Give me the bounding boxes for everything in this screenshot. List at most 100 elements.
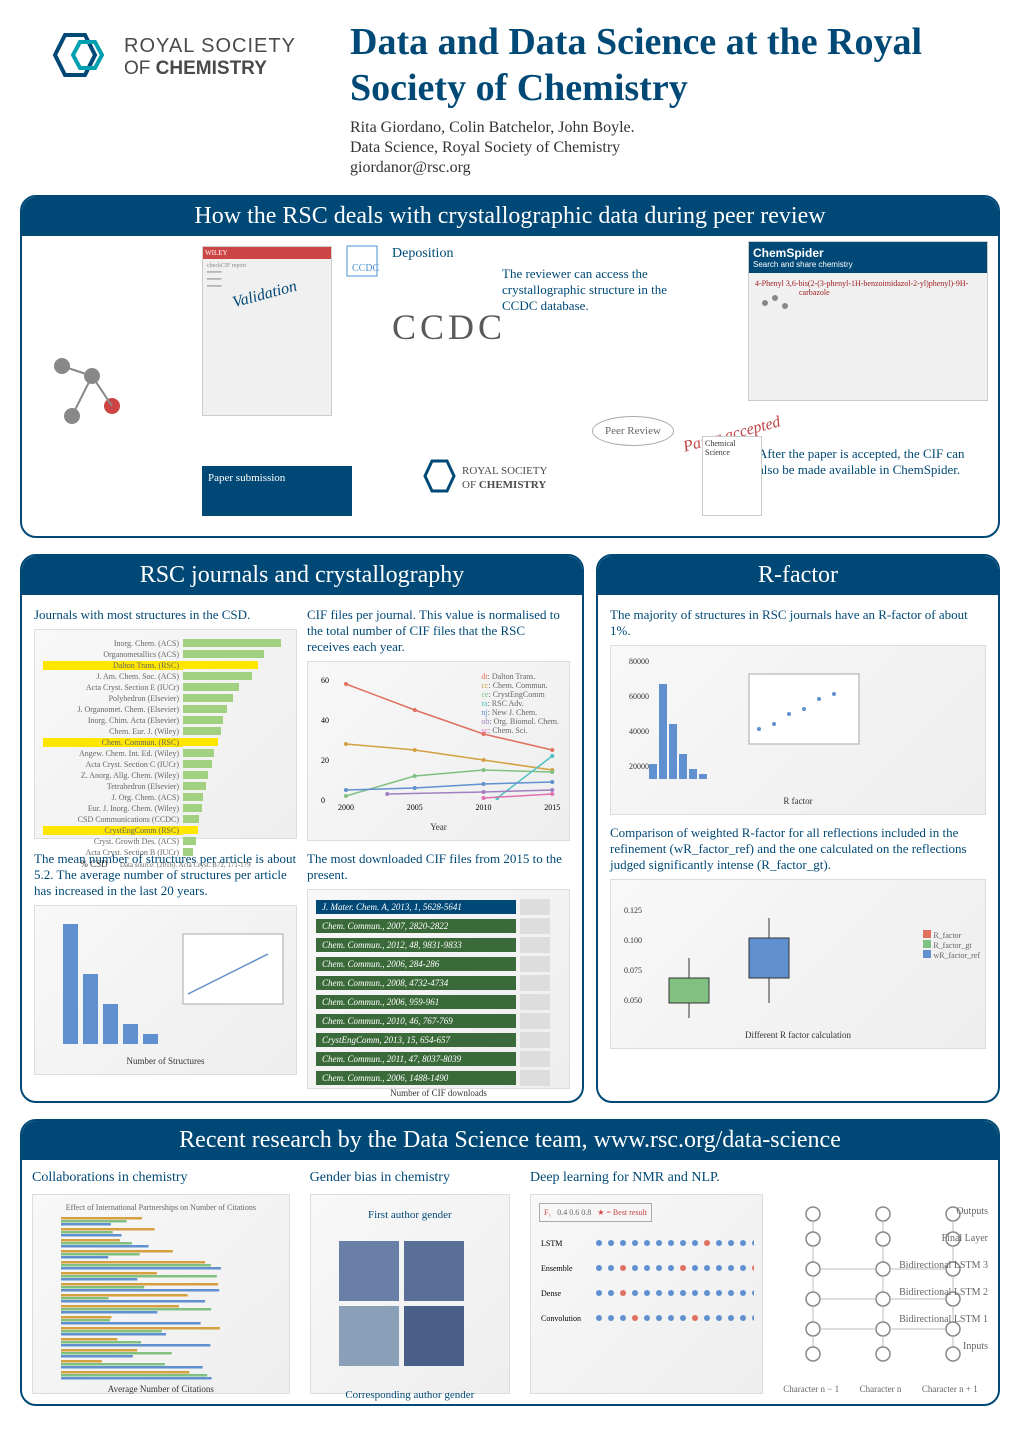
journal-bar-row: Acta Cryst. Section C (IUCr) xyxy=(43,759,288,769)
svg-text:2010: 2010 xyxy=(476,803,492,812)
svg-text:OF CHEMISTRY: OF CHEMISTRY xyxy=(462,479,546,491)
reviewer-caption: The reviewer can access the crystallogra… xyxy=(502,266,682,314)
svg-text:0.100: 0.100 xyxy=(624,936,642,945)
cif-lines-block: CIF files per journal. This value is nor… xyxy=(307,607,570,841)
download-row: Chem. Commun., 2006, 1488-1490 xyxy=(316,1069,561,1087)
ccdc-logo: CCDC xyxy=(392,306,506,348)
rfactor-histogram: 80000 60000 40000 20000 R factor xyxy=(610,645,986,815)
journal-bar-row: Angew. Chem. Int. Ed. (Wiley) xyxy=(43,748,288,758)
middle-row: RSC journals and crystallography Journal… xyxy=(20,546,1000,1111)
cif-line-chart: 20002005201020150204060 dt: Dalton Trans… xyxy=(307,661,570,841)
peer-review-bubble: Peer Review xyxy=(592,416,674,446)
journal-bar-row: Tetrahedron (Elsevier) xyxy=(43,781,288,791)
workflow-section: How the RSC deals with crystallographic … xyxy=(20,195,1000,538)
download-row: Chem. Commun., 2006, 284-286 xyxy=(316,955,561,973)
gender-chart: First author gender Corresponding author… xyxy=(310,1194,510,1394)
chemspider-compound: 4-Phenyl 3,6-bis(2-(3-phenyl-1H-benzoimi… xyxy=(749,273,987,303)
collab-block: Collaborations in chemistry Effect of In… xyxy=(32,1170,290,1394)
after-accept-caption: After the paper is accepted, the CIF can… xyxy=(758,446,988,478)
chemspider-screenshot: ChemSpider Search and share chemistry 4-… xyxy=(748,241,988,401)
journal-bar-row: CSD Communications (CCDC) xyxy=(43,814,288,824)
hexagon-icon xyxy=(50,30,110,85)
svg-text:80000: 80000 xyxy=(629,657,649,666)
download-row: Chem. Commun., 2011, 47, 8037-8039 xyxy=(316,1050,561,1068)
journal-bar-row: Inorg. Chim. Acta (Elsevier) xyxy=(43,715,288,725)
research-header: Recent research by the Data Science team… xyxy=(22,1121,998,1160)
collab-title: Collaborations in chemistry xyxy=(32,1170,290,1186)
journal-bars-chart: Inorg. Chem. (ACS)Organometallics (ACS)D… xyxy=(34,629,297,839)
manuscript-screenshot: WILEY checkCIF report━━━━━━━━━━━━ xyxy=(202,246,332,416)
collab-chart: Effect of International Partnerships on … xyxy=(32,1194,290,1394)
deposition-label: Deposition xyxy=(392,246,453,262)
svg-text:2005: 2005 xyxy=(407,803,423,812)
struct-count-block: The mean number of structures per articl… xyxy=(34,851,297,1089)
nn-diagram: OutputsFinal LayerBidirectional LSTM 3Bi… xyxy=(773,1194,988,1394)
svg-text:CCDC: CCDC xyxy=(352,263,380,274)
journal-bar-row: Inorg. Chem. (ACS) xyxy=(43,638,288,648)
svg-text:2000: 2000 xyxy=(338,803,354,812)
poster-header: ROYAL SOCIETY OF CHEMISTRY Data and Data… xyxy=(0,0,1020,187)
journals-section: RSC journals and crystallography Journal… xyxy=(20,554,584,1103)
journal-bar-row: J. Organomet. Chem. (Elsevier) xyxy=(43,704,288,714)
rsc-logo: ROYAL SOCIETY OF CHEMISTRY xyxy=(50,20,320,85)
svg-text:40: 40 xyxy=(321,716,329,725)
svg-text:ROYAL SOCIETY: ROYAL SOCIETY xyxy=(462,465,548,477)
rsc-logo-center: ROYAL SOCIETY OF CHEMISTRY xyxy=(422,456,582,511)
rfactor-section: R-factor The majority of structures in R… xyxy=(596,554,1000,1103)
cif-caption: CIF files per journal. This value is nor… xyxy=(307,607,570,655)
svg-text:2015: 2015 xyxy=(544,803,560,812)
rfactor-box-caption: Comparison of weighted R-factor for all … xyxy=(610,825,986,873)
svg-text:20: 20 xyxy=(321,756,329,765)
gender-title: Gender bias in chemistry xyxy=(310,1170,510,1186)
svg-text:Dense: Dense xyxy=(541,1289,561,1298)
download-row: Chem. Commun., 2010, 46, 767-769 xyxy=(316,1012,561,1030)
journal-bar-row: CrystEngComm (RSC) xyxy=(43,825,288,835)
journal-cover: Chemical Science xyxy=(702,436,762,516)
gender-block: Gender bias in chemistry First author ge… xyxy=(310,1170,510,1394)
downloads-caption: The most downloaded CIF files from 2015 … xyxy=(307,851,570,883)
svg-text:0.075: 0.075 xyxy=(624,966,642,975)
journal-bar-row: J. Am. Chem. Soc. (ACS) xyxy=(43,671,288,681)
workflow-header: How the RSC deals with crystallographic … xyxy=(22,197,998,236)
svg-text:Ensemble: Ensemble xyxy=(541,1264,573,1273)
molecule-icon xyxy=(32,336,152,461)
svg-text:20000: 20000 xyxy=(629,762,649,771)
journal-bar-row: Eur. J. Inorg. Chem. (Wiley) xyxy=(43,803,288,813)
poster-title: Data and Data Science at the Royal Socie… xyxy=(350,20,990,111)
download-row: J. Mater. Chem. A, 2013, 1, 5628-5641 xyxy=(316,898,561,916)
journal-bar-row: Organometallics (ACS) xyxy=(43,649,288,659)
title-block: Data and Data Science at the Royal Socie… xyxy=(320,20,990,177)
journal-bar-row: J. Org. Chem. (ACS) xyxy=(43,792,288,802)
nmr-title: Deep learning for NMR and NLP. xyxy=(530,1170,988,1186)
journal-bar-row: Chem. Commun. (RSC) xyxy=(43,737,288,747)
journal-bar-row: Cryst. Growth Des. (ACS) xyxy=(43,836,288,846)
nmr-dotplot: F₁ 0.4 0.6 0.8 ★ = Best result LSTMEnsem… xyxy=(530,1194,763,1394)
journal-bar-row: Z. Anorg. Allg. Chem. (Wiley) xyxy=(43,770,288,780)
affiliation: Data Science, Royal Society of Chemistry xyxy=(350,139,990,157)
svg-text:LSTM: LSTM xyxy=(541,1239,562,1248)
download-row: CrystEngComm, 2013, 15, 654-657 xyxy=(316,1031,561,1049)
journal-bar-row: Acta Cryst. Section E (IUCr) xyxy=(43,682,288,692)
nmr-block: Deep learning for NMR and NLP. F₁ 0.4 0.… xyxy=(530,1170,988,1394)
logo-line1: ROYAL SOCIETY xyxy=(124,35,296,58)
rfactor-hist-caption: The majority of structures in RSC journa… xyxy=(610,607,986,639)
download-row: Chem. Commun., 2006, 959-961 xyxy=(316,993,561,1011)
research-body: Collaborations in chemistry Effect of In… xyxy=(22,1160,998,1404)
svg-text:0: 0 xyxy=(321,796,325,805)
journal-bar-row: Acta Cryst. Section B (IUCr) xyxy=(43,847,288,857)
bars-caption: Journals with most structures in the CSD… xyxy=(34,607,297,623)
download-row: Chem. Commun., 2008, 4732-4734 xyxy=(316,974,561,992)
ccdc-icon: CCDC xyxy=(342,241,382,286)
box-legend: R_factor R_factor_gt wR_factor_ref xyxy=(923,930,980,960)
paper-submission-box: Paper submission xyxy=(202,466,352,516)
research-section: Recent research by the Data Science team… xyxy=(20,1119,1000,1406)
journal-bar-row: Polyhedron (Elsevier) xyxy=(43,693,288,703)
authors: Rita Giordano, Colin Batchelor, John Boy… xyxy=(350,119,990,137)
journal-bars-block: Journals with most structures in the CSD… xyxy=(34,607,297,841)
logo-line2: OF CHEMISTRY xyxy=(124,58,296,80)
struct-count-chart: Number of Structures xyxy=(34,905,297,1075)
svg-text:40000: 40000 xyxy=(629,727,649,736)
downloads-chart: J. Mater. Chem. A, 2013, 1, 5628-5641 Che… xyxy=(307,889,570,1089)
contact-email: giordanor@rsc.org xyxy=(350,159,990,177)
download-row: Chem. Commun., 2012, 48, 9831-9833 xyxy=(316,936,561,954)
